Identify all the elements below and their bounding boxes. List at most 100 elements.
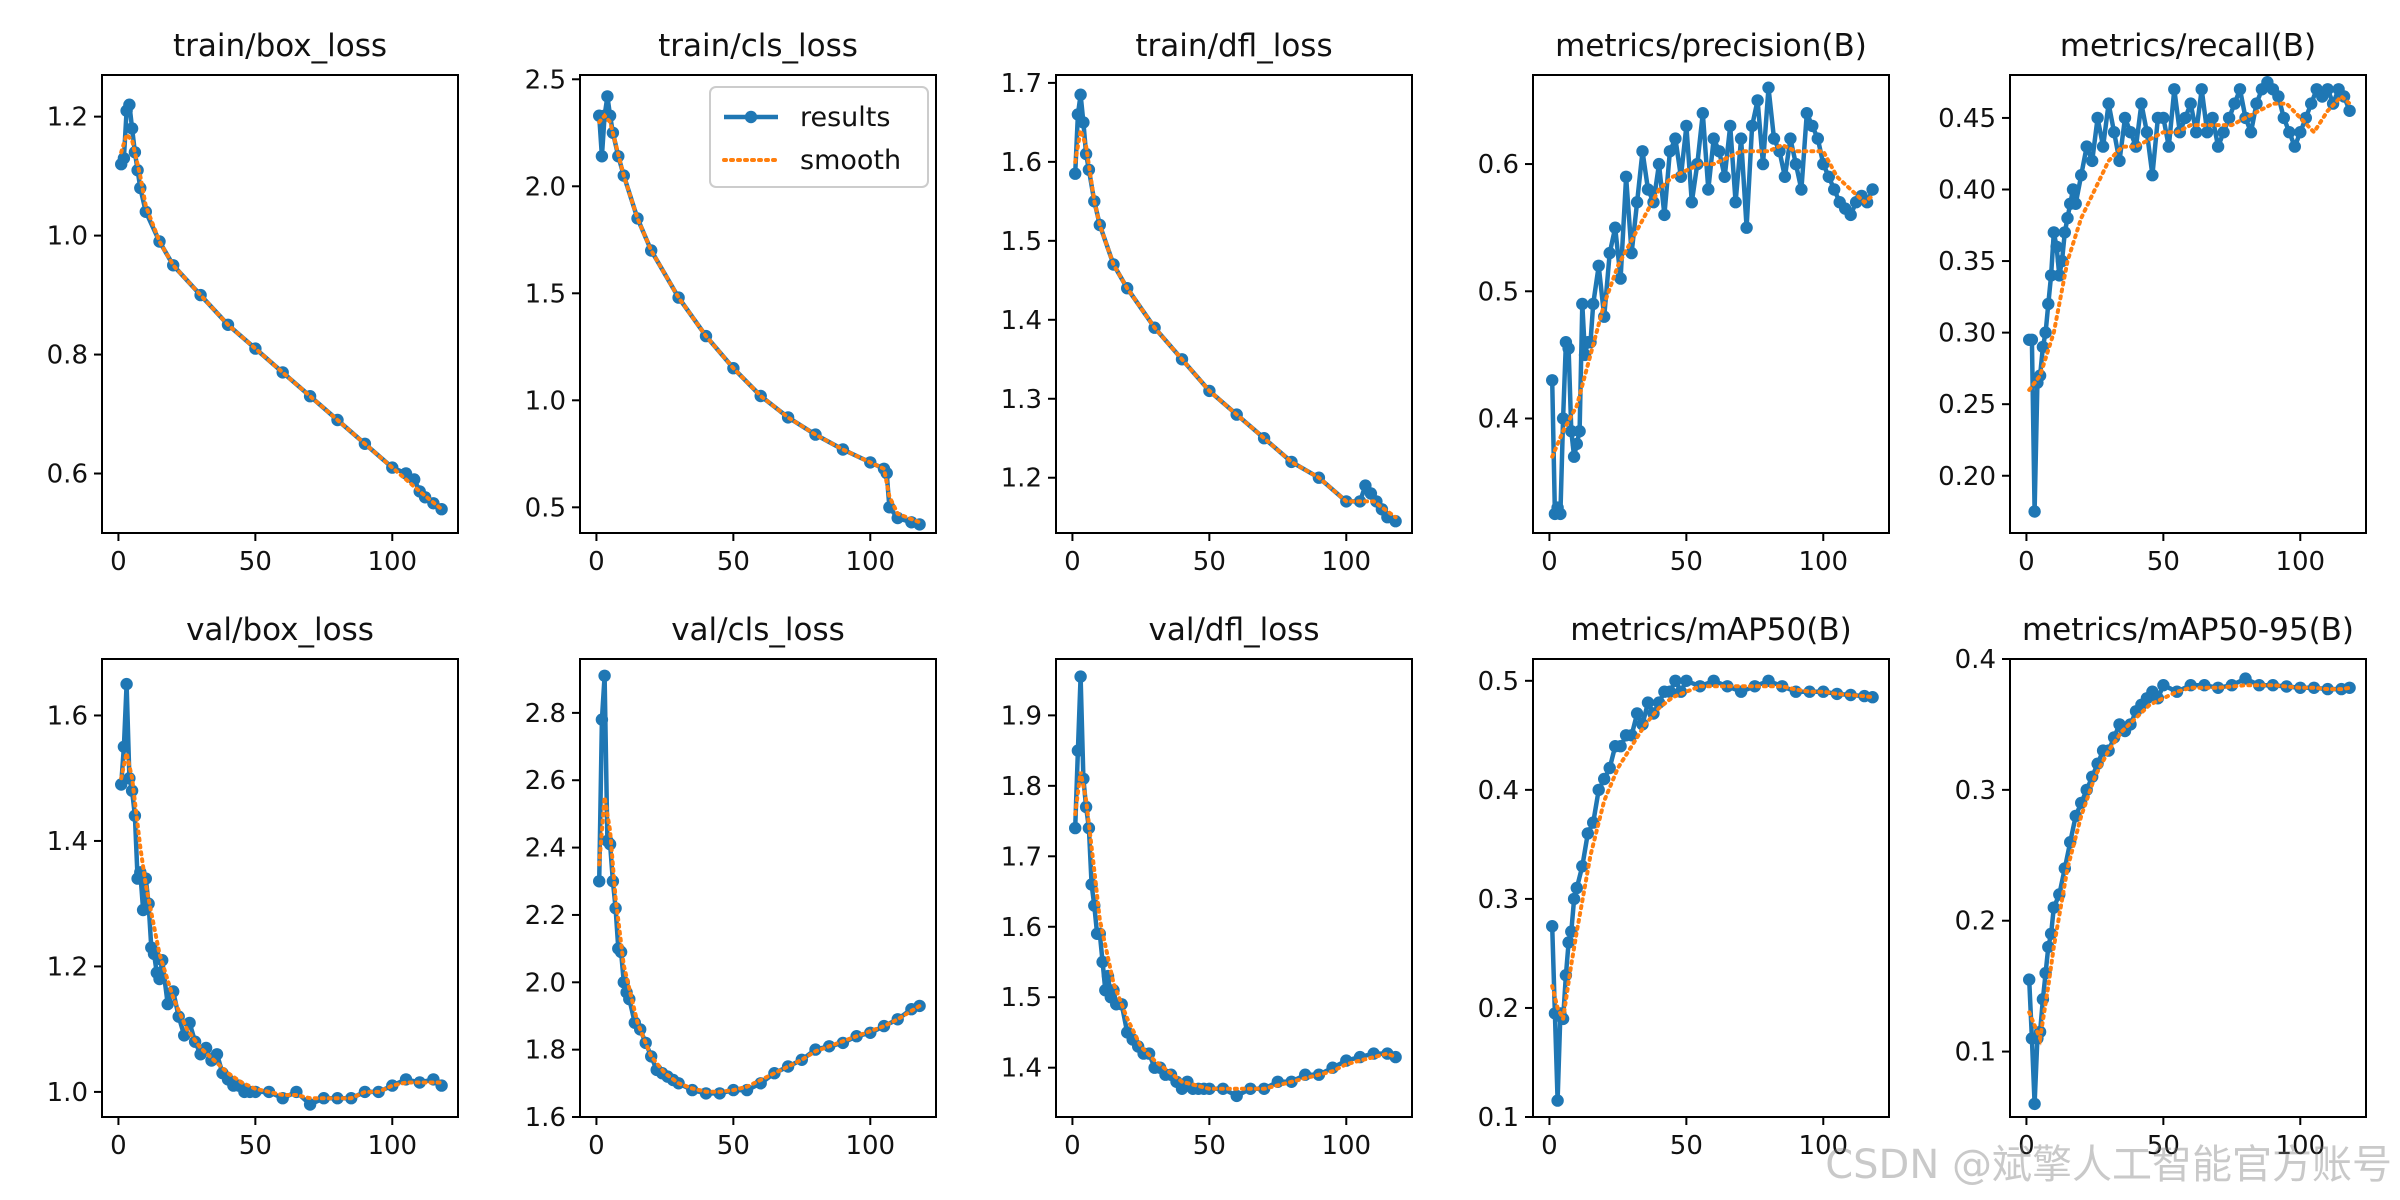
x-tick-label: 0 bbox=[1541, 547, 1558, 577]
y-tick-label: 1.0 bbox=[47, 1078, 88, 1108]
results-point bbox=[1230, 1089, 1243, 1103]
y-tick-label: 1.4 bbox=[47, 827, 88, 857]
results-point bbox=[1663, 685, 1677, 698]
results-point bbox=[2028, 1097, 2041, 1111]
results-point bbox=[1570, 437, 1584, 451]
results-point bbox=[1652, 157, 1666, 171]
results-point bbox=[2047, 901, 2060, 914]
results-point bbox=[1592, 259, 1605, 272]
subplot-title: train/dfl_loss bbox=[1135, 28, 1332, 64]
results-point bbox=[1800, 107, 1814, 120]
results-point bbox=[1762, 674, 1775, 687]
results-point bbox=[1570, 881, 1584, 895]
results-point bbox=[2179, 111, 2192, 125]
results-point bbox=[1669, 132, 1682, 145]
results-point bbox=[1740, 221, 1753, 234]
y-tick-label: 0.6 bbox=[47, 460, 88, 490]
results-point bbox=[1745, 119, 1759, 133]
results-point bbox=[1641, 183, 1655, 196]
y-tick-label: 0.2 bbox=[1955, 907, 1996, 937]
results-point bbox=[1778, 170, 1792, 183]
results-point bbox=[1767, 132, 1781, 145]
x-tick-label: 100 bbox=[845, 1131, 895, 1161]
results-point bbox=[1587, 297, 1600, 311]
x-tick-label: 100 bbox=[367, 1131, 417, 1161]
watermark: CSDN @斌擎人工智能官方账号 bbox=[1825, 1142, 2392, 1188]
results-point bbox=[2096, 140, 2110, 153]
results-point bbox=[1603, 761, 1616, 775]
subplot-val-cls-loss: val/cls_loss 0 50 100 1.6 1.8 2.0 2.2 2.4 2.6 2.8 bbox=[525, 612, 937, 1161]
y-tick-label: 1.3 bbox=[1001, 385, 1042, 415]
results-point bbox=[2157, 679, 2170, 692]
y-tick-label: 1.8 bbox=[525, 1036, 566, 1066]
axes-frame bbox=[1055, 74, 1413, 534]
results-point bbox=[1069, 821, 1082, 835]
results-point bbox=[117, 740, 131, 753]
results-point bbox=[595, 150, 609, 163]
results-point bbox=[2036, 340, 2050, 354]
x-tick-label: 50 bbox=[717, 1131, 750, 1161]
x-tick-label: 0 bbox=[110, 547, 127, 577]
results-point bbox=[1603, 246, 1616, 260]
results-point bbox=[2343, 104, 2356, 118]
axes-frame bbox=[1055, 658, 1413, 1118]
results-point bbox=[1625, 246, 1638, 260]
subplot-train-cls-loss: train/cls_loss 0 50 100 0.5 1.0 1.5 2.0 2.5 resul… bbox=[525, 28, 937, 577]
y-tick-label: 1.7 bbox=[1001, 842, 1042, 872]
results-point bbox=[2228, 97, 2241, 110]
results-point bbox=[2102, 97, 2115, 110]
y-tick-label: 0.4 bbox=[1955, 645, 1996, 675]
results-point bbox=[1707, 674, 1720, 687]
results-point bbox=[1625, 729, 1638, 742]
results-point bbox=[1680, 119, 1693, 133]
results-point bbox=[1096, 955, 1109, 969]
results-point bbox=[1822, 170, 1836, 183]
y-tick-label: 2.5 bbox=[525, 65, 566, 95]
results-point bbox=[2124, 126, 2137, 139]
results-point bbox=[1619, 170, 1633, 183]
results-point bbox=[1074, 670, 1087, 683]
results-point bbox=[1614, 740, 1627, 753]
series-smooth-line bbox=[1550, 142, 1875, 459]
results-point bbox=[2195, 83, 2208, 96]
results-point bbox=[2069, 197, 2082, 210]
results-point bbox=[2162, 140, 2175, 153]
axes-frame bbox=[2009, 74, 2367, 534]
subplot-val-dfl-loss: val/dfl_loss 0 50 100 1.4 1.5 1.6 1.7 1.8 1.9 bbox=[1001, 612, 1413, 1161]
results-point bbox=[1546, 374, 1559, 387]
x-tick-label: 50 bbox=[717, 547, 750, 577]
x-tick-label: 50 bbox=[239, 1131, 272, 1161]
results-point bbox=[1789, 157, 1803, 171]
y-tick-label: 0.20 bbox=[1938, 462, 1996, 492]
y-tick-label: 2.8 bbox=[525, 699, 566, 729]
results-point bbox=[1773, 145, 1786, 158]
results-point bbox=[891, 511, 904, 525]
y-tick-label: 1.2 bbox=[47, 103, 88, 133]
results-point bbox=[1576, 860, 1589, 873]
results-point bbox=[1636, 145, 1649, 158]
results-point bbox=[1551, 1094, 1564, 1107]
subplot-title: metrics/recall(B) bbox=[2060, 28, 2316, 64]
x-tick-label: 100 bbox=[2275, 1131, 2325, 1161]
y-tick-label: 0.30 bbox=[1938, 319, 1996, 349]
results-point bbox=[2061, 211, 2074, 225]
y-tick-label: 2.0 bbox=[525, 968, 566, 998]
legend-label-smooth: smooth bbox=[800, 145, 901, 176]
results-point bbox=[120, 677, 133, 691]
subplot-metrics-map50-b: metrics/mAP50(B) 0 50 100 0.1 0.2 0.3 0.4 0.5 bbox=[1478, 612, 1890, 1161]
results-point bbox=[2305, 97, 2318, 110]
results-point bbox=[2184, 97, 2197, 110]
results-point bbox=[2025, 333, 2039, 346]
results-point bbox=[2250, 97, 2263, 110]
results-point bbox=[178, 1029, 191, 1042]
results-point bbox=[2211, 140, 2225, 153]
y-tick-label: 0.25 bbox=[1938, 390, 1996, 420]
y-tick-label: 2.6 bbox=[525, 766, 566, 796]
x-tick-label: 0 bbox=[588, 547, 605, 577]
subplot-metrics-recall-b: metrics/recall(B) 0 50 100 0.20 0.25 0.30 0.35 0… bbox=[1938, 28, 2367, 577]
results-point bbox=[1724, 119, 1737, 133]
results-point bbox=[1795, 183, 1808, 196]
axes-frame bbox=[579, 74, 937, 534]
results-point bbox=[593, 875, 606, 888]
x-tick-label: 100 bbox=[367, 547, 417, 577]
